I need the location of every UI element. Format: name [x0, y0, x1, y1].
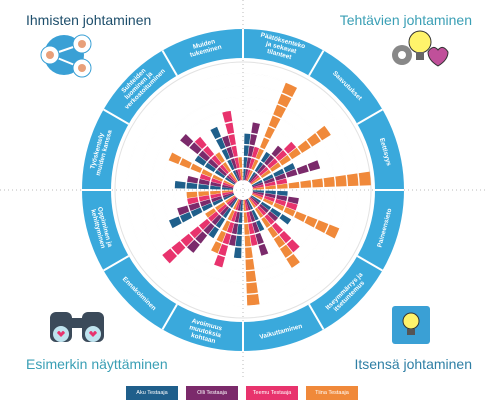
legend-entry: Teemu Testaaja [246, 386, 298, 400]
quadrant-title: Esimerkin näyttäminen [26, 356, 168, 372]
bar [245, 146, 260, 181]
sector-divider [103, 255, 130, 272]
bulb-icon [392, 306, 430, 344]
quadrant-title: Itsensä johtaminen [354, 356, 472, 372]
segment-gap [161, 108, 325, 272]
grid-ring [114, 61, 372, 319]
legend-entry: Olli Testaaja [186, 386, 238, 400]
bar [244, 121, 261, 181]
gear-bulb-heart-icon [392, 30, 449, 67]
segment-gap [149, 96, 337, 284]
bar [251, 193, 340, 239]
bar [245, 199, 269, 257]
sector-divider [103, 108, 130, 125]
bar [250, 196, 279, 222]
sector-divider [308, 303, 325, 330]
segment-gap [196, 143, 290, 237]
segment-gap [185, 132, 301, 248]
segment-gap [126, 73, 360, 307]
bar [233, 199, 243, 259]
people-icon [40, 34, 92, 78]
binoculars-icon [50, 312, 104, 342]
bar [213, 199, 241, 269]
bar [161, 196, 236, 264]
bar [243, 199, 260, 307]
sector-divider [356, 255, 383, 272]
bar [199, 173, 234, 188]
bar [204, 195, 236, 219]
bar [252, 190, 289, 197]
quadrant-title: Ihmisten johtaminen [26, 12, 152, 28]
segment-gap [220, 167, 266, 213]
bar [246, 198, 265, 232]
bar [252, 160, 321, 188]
bar [179, 133, 236, 184]
category-ring [82, 29, 404, 351]
sector-divider [356, 108, 383, 125]
segment-gap [208, 155, 278, 225]
bars [161, 82, 371, 307]
quadrant-title: Tehtävien johtaminen [339, 12, 472, 28]
bar [186, 197, 237, 254]
bar [248, 151, 271, 183]
sector-divider [161, 50, 178, 77]
sector-divider [161, 303, 178, 330]
bar [248, 197, 301, 269]
bar [176, 192, 234, 216]
bar [168, 193, 235, 229]
bar [222, 110, 242, 181]
legend-entry: Aku Testaaja [126, 386, 178, 400]
bar-segments [126, 73, 360, 307]
bar [249, 197, 301, 253]
bar [210, 126, 240, 182]
bar [250, 125, 332, 185]
legend-entry: Tiina Testaaja [306, 386, 358, 400]
bar [210, 198, 240, 255]
cross-lines [0, 0, 486, 380]
sector-divider [308, 50, 325, 77]
bar [174, 180, 234, 190]
segment-gap [137, 84, 349, 296]
segment-gap [173, 120, 313, 260]
bar [252, 178, 288, 189]
bar [214, 151, 238, 183]
bar [167, 152, 235, 187]
